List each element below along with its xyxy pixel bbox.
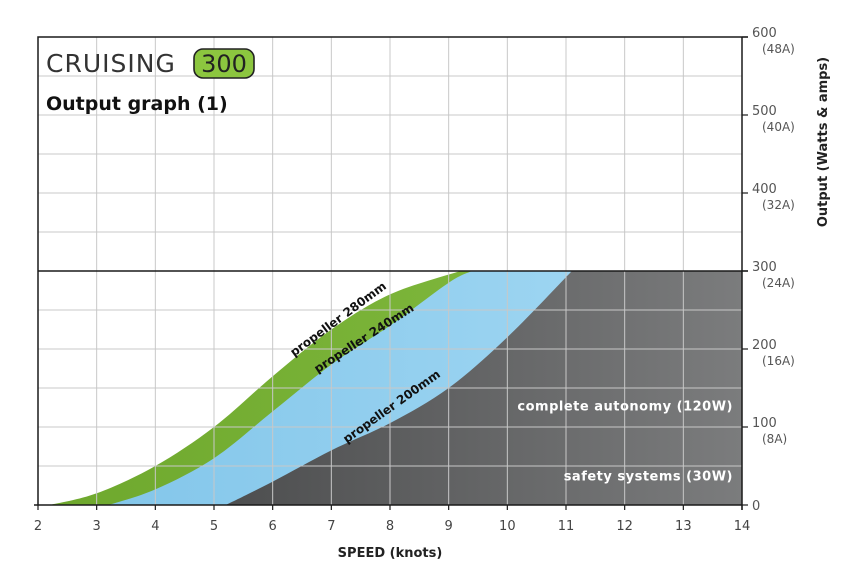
plot-frame	[34, 36, 748, 510]
x-tick-label: 8	[386, 519, 394, 534]
brand-logo: CRUISING 300	[46, 48, 255, 79]
y-tick-amps-label: (32A)	[762, 198, 795, 212]
y-tick-amps-label: (24A)	[762, 276, 795, 290]
x-tick-labels: 2 3 4 5 6 7 8 9 10 11 12 13 14	[34, 519, 750, 534]
x-tick-label: 11	[558, 519, 575, 534]
y-tick-amps-label: (48A)	[762, 42, 795, 56]
x-tick-label: 13	[675, 519, 692, 534]
y-tick-label: 300	[752, 260, 777, 275]
y-axis-title: Output (Watts & amps)	[816, 57, 831, 227]
reference-line-layer: complete autonomy (120W) safety systems (…	[26, 399, 756, 487]
frame-left-top	[37, 36, 748, 505]
brand-model-badge	[193, 48, 255, 79]
x-tick-label: 14	[734, 519, 751, 534]
x-tick-label: 5	[210, 519, 218, 534]
x-tick-label: 9	[445, 519, 453, 534]
x-tick-label: 7	[327, 519, 335, 534]
y-tick-label: 400	[752, 182, 777, 197]
y-tick-label: 600	[752, 26, 777, 41]
y-tick-label: 100	[752, 416, 777, 431]
y-tick-label: 0	[752, 499, 760, 514]
x-tick-label: 2	[34, 519, 42, 534]
reference-line-label: complete autonomy (120W)	[517, 399, 733, 414]
grid-layer	[38, 37, 748, 505]
reference-line-label: safety systems (30W)	[564, 470, 733, 485]
x-tick-label: 4	[151, 519, 159, 534]
x-tick-label: 12	[616, 519, 633, 534]
x-tick-label: 10	[499, 519, 516, 534]
brand-name: CRUISING	[46, 49, 176, 78]
y-tick-amps-label: (40A)	[762, 120, 795, 134]
y-tick-amps-label: (8A)	[762, 432, 787, 446]
x-axis-title: SPEED (knots)	[338, 546, 443, 561]
y-tick-label: 200	[752, 338, 777, 353]
x-tick-label: 3	[93, 519, 101, 534]
brand-model: 300	[201, 50, 247, 78]
x-tick-label: 6	[269, 519, 277, 534]
y-tick-labels: 0 100(8A) 200(16A) 300(24A) 400(32A) 500(40A)…	[752, 26, 795, 514]
y-tick-label: 500	[752, 104, 777, 119]
chart-title: Output graph (1)	[46, 93, 228, 115]
y-tick-amps-label: (16A)	[762, 354, 795, 368]
